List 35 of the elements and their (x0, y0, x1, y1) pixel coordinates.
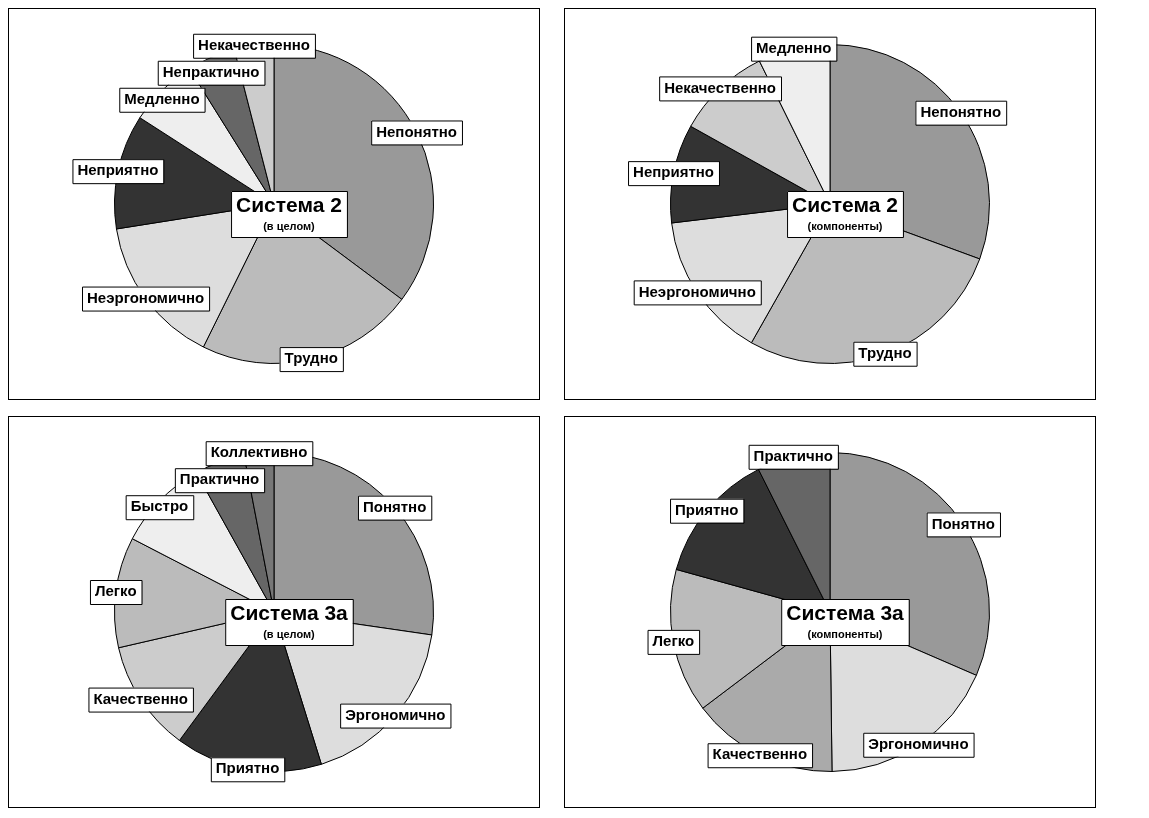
slice-label: Приятно (215, 759, 280, 777)
slice-label: Неприятно (77, 161, 159, 179)
slice-label: Непонятно (920, 102, 1002, 120)
slice-label: Легко (652, 632, 695, 650)
slice-label: Трудно (284, 349, 338, 367)
slice-label: Медленно (124, 89, 200, 107)
text: Система 3а (230, 600, 349, 624)
slice-label: Некачественно (664, 78, 777, 96)
slice-label: Медленно (756, 38, 832, 56)
slice-label: Непрактично (162, 62, 260, 80)
slice-label: Быстро (130, 497, 189, 515)
slice-label: Эргономично (868, 734, 969, 752)
text: Система 3а (786, 600, 905, 624)
slice-label: Качественно (712, 745, 808, 763)
slice-label: Эргономично (345, 705, 446, 723)
slice-label: Неэргономично (638, 282, 756, 300)
text: Система 2 (236, 192, 342, 216)
slice-label: Неприятно (633, 163, 714, 181)
slice-label: Непонятно (376, 122, 457, 140)
text: (в целом) (263, 220, 316, 233)
slice-label: Легко (94, 582, 137, 600)
slice-label: Практично (753, 446, 833, 464)
text: (компоненты) (807, 628, 883, 641)
slice-label: Понятно (931, 514, 995, 532)
slice-label: Коллективно (210, 443, 308, 461)
slice-label: Понятно (362, 497, 427, 515)
slice-label: Качественно (93, 689, 188, 707)
slice-label: Некачественно (198, 35, 310, 53)
text: (в целом) (263, 628, 316, 641)
slice-label: Практично (179, 470, 260, 488)
slice-label: Приятно (675, 500, 739, 518)
slice-label: Трудно (858, 343, 912, 361)
slice-label: Неэргономично (87, 288, 205, 306)
text: (компоненты) (807, 220, 883, 233)
text: Система 2 (792, 192, 898, 216)
